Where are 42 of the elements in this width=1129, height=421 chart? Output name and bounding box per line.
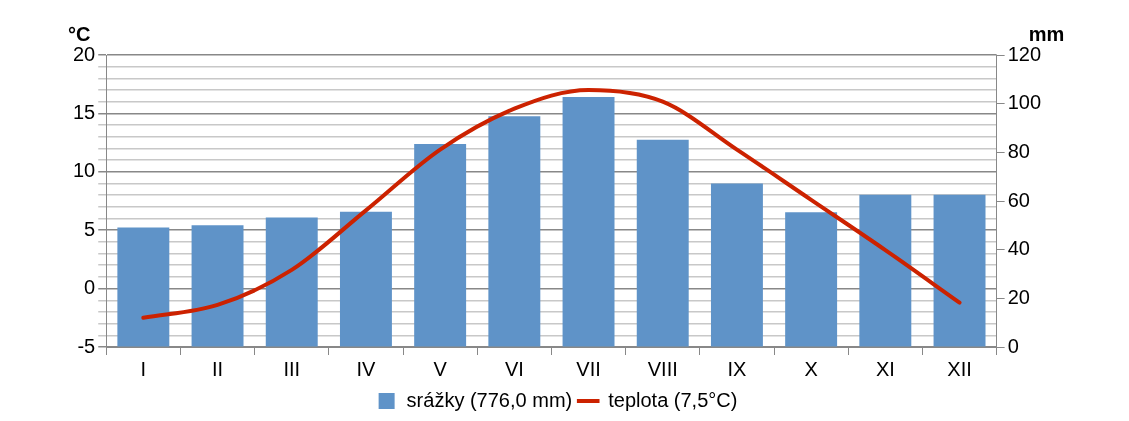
x-tick-label: VII	[576, 357, 601, 380]
y-axis-title: °C	[68, 22, 91, 45]
bar	[265, 217, 318, 347]
y2-tick-label: 0	[1007, 334, 1019, 357]
bar	[562, 97, 615, 347]
y2-tick-label: 40	[1007, 237, 1030, 260]
x-tick-label: III	[283, 357, 301, 380]
y-tick-label: 5	[84, 217, 96, 240]
legend-label: teplota (7,5°C)	[608, 388, 738, 411]
y2-tick-label: 80	[1007, 139, 1030, 162]
line-series	[141, 88, 962, 320]
legend-label: srážky (776,0 mm)	[406, 388, 573, 411]
x-tick-label: IX	[727, 357, 747, 380]
bar	[488, 116, 541, 347]
bar	[414, 144, 467, 347]
x-tick-label: IV	[356, 357, 377, 380]
bar	[710, 183, 763, 347]
x-tick-label: X	[804, 357, 818, 380]
y2-tick-label: 120	[1007, 42, 1042, 65]
y-tick-label: 20	[73, 42, 96, 65]
x-tick-label: II	[211, 357, 224, 380]
bar	[933, 194, 986, 347]
x-tick-label: I	[140, 357, 147, 380]
y2-axis-title: mm	[1028, 22, 1065, 45]
x-tick-label: XII	[947, 357, 972, 380]
y2-tick-label: 60	[1007, 188, 1030, 211]
x-tick-label: VIII	[647, 357, 678, 380]
bar	[117, 227, 170, 347]
y-tick-label: 0	[84, 276, 96, 299]
x-tick-label: XI	[875, 357, 895, 380]
y2-tick-label: 20	[1007, 285, 1030, 308]
y-tick-label: -5	[77, 334, 96, 357]
bar	[636, 139, 689, 347]
y2-tick-label: 100	[1007, 91, 1042, 114]
bar	[785, 212, 838, 347]
y-tick-label: 15	[73, 100, 96, 123]
x-tick-label: VI	[504, 357, 524, 380]
x-tick-label: V	[433, 357, 448, 380]
y-tick-label: 10	[73, 159, 96, 182]
bar	[191, 225, 244, 347]
bar	[859, 194, 912, 347]
bar	[339, 211, 392, 347]
